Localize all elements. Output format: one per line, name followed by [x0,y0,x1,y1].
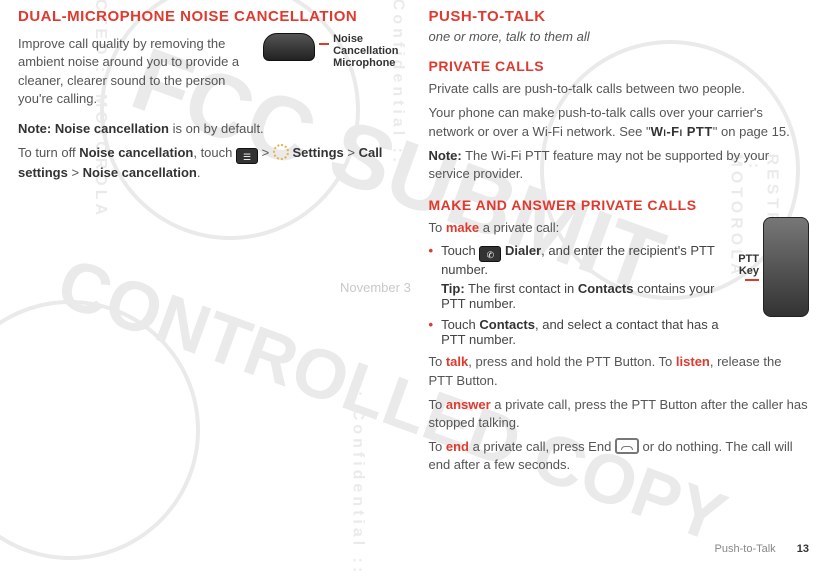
turn-off-feature: Noise cancellation [79,145,193,160]
wifi-note-body: The Wi-Fi PTT feature may not be support… [429,148,770,181]
settings-label: Settings [292,145,343,160]
mic-label-line3: Microphone [333,57,395,69]
bullet-dialer: • Touch ✆ Dialer, and enter the recipien… [429,243,731,311]
end-c: a private call, press End [469,439,615,454]
private-p1: Private calls are push-to-talk calls bet… [429,80,810,98]
page-footer: Push-to-Talk 13 [715,543,809,555]
period: . [197,165,201,180]
make-a: To [429,220,446,235]
bullet-dot-icon: • [429,317,434,347]
wifi-note-label: Note: [429,148,462,163]
note-bold-text: Noise cancellation [55,121,169,136]
menu-icon: ☰ [236,148,258,164]
tip-row: Tip: The first contact in Contacts conta… [441,281,730,311]
talk-b: talk [446,354,468,369]
noise-cxl-label: Noise cancellation [83,165,197,180]
make-c: a private call: [479,220,559,235]
ans-a: To [429,397,446,412]
dialer-icon: ✆ [479,246,501,262]
heading-push-to-talk: PUSH-TO-TALK [429,8,810,25]
note-default-on: Note: Noise cancellation is on by defaul… [18,120,399,138]
intro-paragraph: Improve call quality by removing the amb… [18,35,257,108]
microphone-callout-label: Noise Cancellation Microphone [333,33,398,69]
sep3: > [68,165,83,180]
ptt-phone-image [763,217,809,317]
ptt-phone-callout: PTT Key [738,217,809,317]
ptt-label-line1: PTT [738,253,759,265]
gear-icon [273,144,289,160]
b1-a: Touch [441,243,479,258]
tip-label: Tip: [441,281,465,296]
microphone-image [263,33,315,61]
mic-label-line2: Cancellation [333,45,398,57]
callout-line-icon [319,43,329,45]
end-paragraph: To end a private call, press End or do n… [429,438,810,474]
make-b: make [446,220,479,235]
heading-noise-cancellation: DUAL-MICROPHONE NOISE CANCELLATION [18,8,399,25]
note-label: Note: [18,121,51,136]
ans-b: answer [446,397,491,412]
wifi-ptt-sc: Wi-Fi PTT [651,124,713,139]
talk-paragraph: To talk, press and hold the PTT Button. … [429,353,810,389]
talk-d: listen [676,354,710,369]
ptt-label-line2: Key [739,265,759,277]
bullet-contacts: • Touch Contacts, and select a contact t… [429,317,731,347]
end-b: end [446,439,469,454]
note-tail: is on by default. [169,121,264,136]
tip-b: Contacts [578,281,634,296]
b2-a: Touch [441,317,479,332]
heading-make-answer: MAKE AND ANSWER PRIVATE CALLS [429,197,810,213]
sep1: > [258,145,273,160]
talk-c: , press and hold the PTT Button. To [468,354,676,369]
sep2: > [344,145,359,160]
ptt-subtitle: one or more, talk to them all [429,29,810,44]
b1-b: Dialer [505,243,541,258]
tip-a: The first contact in [465,281,578,296]
private-p2-tail: " on page 15. [713,124,790,139]
mic-label-line1: Noise [333,33,363,45]
ptt-callout-line-icon [745,279,759,281]
turn-off-instruction: To turn off Noise cancellation, touch ☰ … [18,144,399,182]
footer-section: Push-to-Talk [715,543,776,555]
bullet-dot-icon: • [429,243,434,311]
answer-paragraph: To answer a private call, press the PTT … [429,396,810,432]
footer-page-number: 13 [797,543,809,555]
right-column: PUSH-TO-TALK one or more, talk to them a… [429,8,810,481]
left-column: DUAL-MICROPHONE NOISE CANCELLATION Impro… [18,8,399,481]
end-a: To [429,439,446,454]
talk-a: To [429,354,446,369]
private-p2: Your phone can make push-to-talk calls o… [429,104,810,140]
turn-off-lead: To turn off [18,145,79,160]
b2-b: Contacts [479,317,535,332]
end-key-icon [615,438,639,454]
heading-private-calls: PRIVATE CALLS [429,58,810,74]
wifi-note: Note: The Wi-Fi PTT feature may not be s… [429,147,810,183]
turn-off-touch: , touch [193,145,232,160]
